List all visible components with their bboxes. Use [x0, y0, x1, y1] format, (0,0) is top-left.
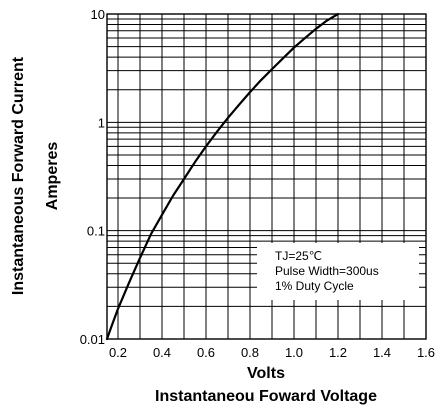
- legend-box: [257, 243, 419, 300]
- x-tick-labels: 0.2 0.4 0.6 0.8 1.0 1.2 1.4 1.6: [109, 345, 435, 360]
- y-tick-label: 0.01: [80, 332, 105, 347]
- x-tick-label: 1.6: [417, 345, 435, 360]
- legend-line: TJ=25℃: [275, 249, 322, 263]
- x-tick-label: 1.2: [329, 345, 347, 360]
- x-tick-label: 0.6: [197, 345, 215, 360]
- y-tick-label: 0.1: [87, 224, 105, 239]
- y-tick-label: 10: [91, 7, 105, 22]
- series-line: [105, 12, 340, 341]
- y-axis-subtitle: Amperes: [44, 142, 61, 211]
- plot-frame: [106, 13, 427, 340]
- x-axis-title: Volts: [247, 365, 285, 382]
- x-tick-label: 0.4: [153, 345, 171, 360]
- legend: TJ=25℃ Pulse Width=300us 1% Duty Cycle: [275, 249, 379, 293]
- y-tick-labels: 0.01 0.1 1 10: [80, 7, 105, 347]
- x-axis-subtitle: Instantaneou Foward Voltage: [155, 388, 377, 405]
- legend-line: 1% Duty Cycle: [275, 279, 354, 293]
- y-tick-label: 1: [98, 115, 105, 130]
- x-tick-label: 1.0: [285, 345, 303, 360]
- x-tick-label: 0.2: [109, 345, 127, 360]
- y-axis-title: Instantaneous Forward Current: [10, 56, 27, 295]
- x-tick-label: 1.4: [373, 345, 391, 360]
- x-tick-label: 0.8: [241, 345, 259, 360]
- legend-line: Pulse Width=300us: [275, 264, 379, 278]
